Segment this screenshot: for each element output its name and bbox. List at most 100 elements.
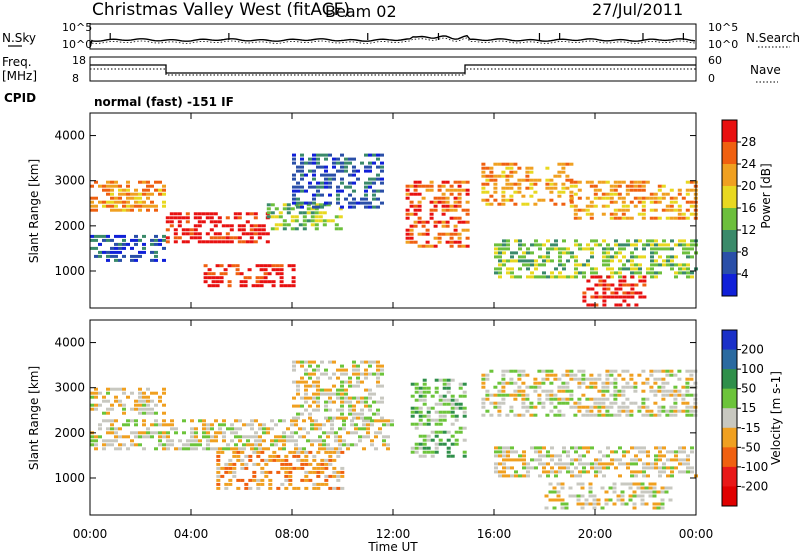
heatmap-cell [308, 412, 312, 416]
heatmap-cell [300, 161, 304, 165]
heatmap-cell [506, 454, 510, 458]
heatmap-cell [314, 215, 319, 219]
heatmap-cell [614, 291, 619, 295]
heatmap-cell [606, 255, 610, 259]
heatmap-cell [489, 369, 494, 373]
heatmap-cell [522, 263, 526, 267]
heatmap-cell [665, 381, 670, 385]
heatmap-cell [360, 360, 364, 364]
heatmap-cell [142, 423, 146, 427]
heatmap-cell [617, 208, 622, 212]
heatmap-cell [441, 208, 446, 212]
heatmap-cell [574, 267, 578, 271]
heatmap-cell [368, 404, 372, 408]
heatmap-cell [610, 271, 614, 275]
heatmap-cell [114, 387, 118, 391]
heatmap-cell [598, 450, 602, 454]
heatmap-cell [122, 242, 126, 246]
heatmap-cell [372, 412, 376, 416]
heatmap-cell [98, 184, 102, 188]
heatmap-cell [364, 189, 368, 193]
heatmap-cell [256, 478, 261, 482]
heatmap-cell [636, 486, 641, 490]
heatmap-cell [230, 431, 234, 435]
heatmap-cell [657, 389, 662, 393]
heatmap-cell [454, 398, 459, 402]
heatmap-cell [205, 232, 210, 236]
heatmap-cell [525, 202, 530, 206]
heatmap-cell [586, 470, 590, 474]
heatmap-cell [90, 435, 94, 439]
heatmap-cell [677, 369, 682, 373]
heatmap-cell [577, 377, 582, 381]
heatmap-cell [202, 435, 206, 439]
heatmap-cell [310, 215, 315, 219]
heatmap-cell [569, 190, 574, 194]
heatmap-cell [609, 393, 614, 397]
heatmap-cell [525, 373, 530, 377]
heatmap-cell [445, 208, 450, 212]
heatmap-cell [316, 474, 321, 478]
heatmap-cell [606, 263, 610, 267]
heatmap-cell [376, 384, 380, 388]
heatmap-cell [649, 200, 654, 204]
heatmap-cell [150, 242, 154, 246]
heatmap-cell [118, 443, 122, 447]
heatmap-cell [600, 486, 605, 490]
heatmap-cell [308, 185, 312, 189]
heatmap-cell [224, 486, 229, 490]
heatmap-cell [622, 247, 626, 251]
heatmap-cell [526, 267, 530, 271]
heatmap-cell [678, 267, 682, 271]
heatmap-cell [434, 442, 439, 446]
heatmap-cell [518, 255, 522, 259]
heatmap-cell [526, 247, 530, 251]
heatmap-cell [280, 482, 285, 486]
heatmap-cell [298, 223, 303, 227]
heatmap-cell [689, 204, 694, 208]
heatmap-cell [584, 498, 589, 502]
heatmap-cell [237, 240, 242, 244]
heatmap-cell [534, 446, 538, 450]
heatmap-cell [501, 174, 506, 178]
heatmap-cell [236, 450, 241, 454]
heatmap-cell [594, 466, 598, 470]
heatmap-cell [300, 364, 304, 368]
heatmap-cell [557, 377, 562, 381]
heatmap-cell [433, 208, 438, 212]
heatmap-cell [533, 202, 538, 206]
heatmap-cell [602, 299, 607, 303]
heatmap-cell [557, 170, 562, 174]
heatmap-cell [247, 268, 252, 272]
heatmap-cell [429, 208, 434, 212]
heatmap-cell [165, 240, 170, 244]
heatmap-cell [360, 412, 364, 416]
heatmap-cell [634, 458, 638, 462]
heatmap-cell [154, 431, 158, 435]
heatmap-cell [304, 161, 308, 165]
heatmap-cell [581, 369, 586, 373]
heatmap-cell [446, 386, 451, 390]
heatmap-cell [677, 208, 682, 212]
heatmap-cell [501, 186, 506, 190]
heatmap-cell [312, 400, 316, 404]
heatmap-cell [678, 271, 682, 275]
heatmap-cell [597, 401, 602, 405]
heatmap-cell [340, 177, 344, 181]
heatmap-cell [114, 258, 118, 262]
heatmap-cell [106, 387, 110, 391]
heatmap-cell [601, 413, 606, 417]
heatmap-cell [122, 435, 126, 439]
heatmap-cell [481, 413, 486, 417]
heatmap-cell [296, 466, 301, 470]
heatmap-cell [254, 435, 258, 439]
heatmap-cell [409, 236, 414, 240]
heatmap-cell [233, 216, 238, 220]
heatmap-cell [360, 408, 364, 412]
heatmap-cell [138, 204, 142, 208]
heatmap-cell [336, 470, 341, 474]
heatmap-cell [376, 408, 380, 412]
heatmap-cell [368, 181, 372, 185]
heatmap-cell [537, 397, 542, 401]
